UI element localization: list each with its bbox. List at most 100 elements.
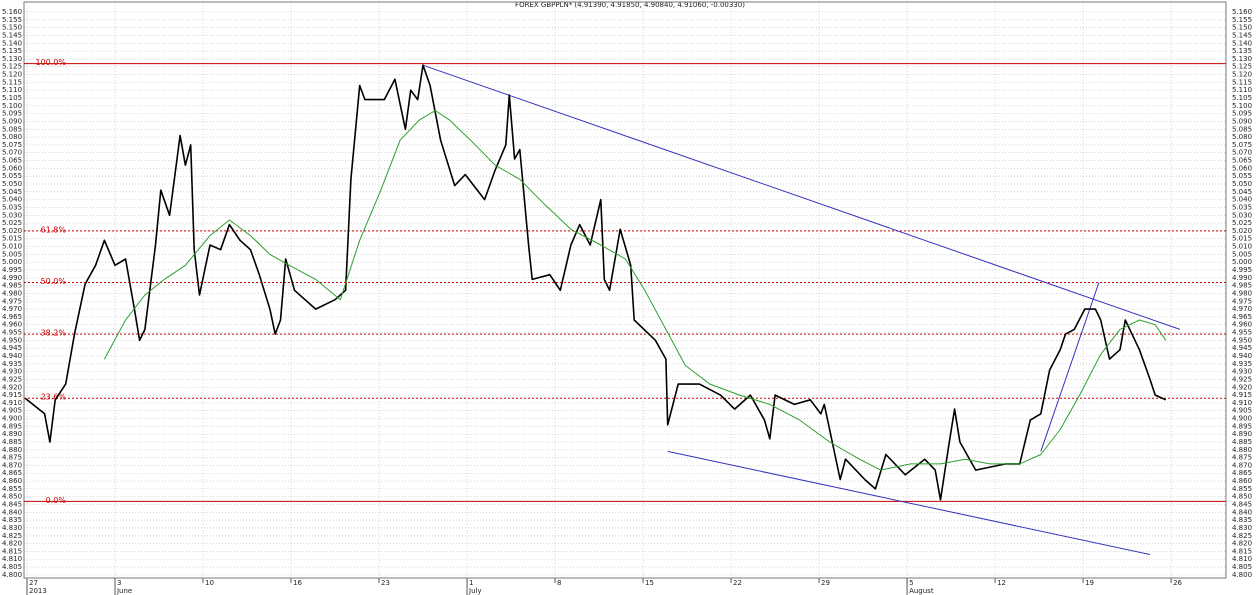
- y-tick-label-right: 4.920: [1232, 383, 1252, 391]
- y-tick-label-right: 4.840: [1232, 508, 1252, 516]
- y-tick-label: 5.140: [2, 39, 22, 47]
- x-tick-label: 5: [909, 579, 913, 587]
- y-tick-label-right: 5.110: [1232, 86, 1252, 94]
- y-tick-label-right: 4.825: [1232, 532, 1252, 540]
- x-tick-label: 23: [381, 579, 390, 587]
- y-tick-label: 5.160: [2, 8, 22, 16]
- y-tick-label: 4.975: [2, 297, 22, 305]
- y-tick-label: 5.060: [2, 164, 22, 172]
- fib-label: 100.0%: [35, 58, 66, 67]
- y-tick-label-right: 5.055: [1232, 172, 1252, 180]
- x-tick-label: 10: [205, 579, 214, 587]
- y-tick-label-right: 4.875: [1232, 454, 1252, 462]
- x-tick-label: 27: [29, 579, 38, 587]
- trend-line: [667, 450, 1151, 555]
- y-tick-label-right: 4.885: [1232, 438, 1252, 446]
- y-tick-label-right: 4.800: [1232, 571, 1252, 579]
- y-tick-label-right: 4.915: [1232, 391, 1252, 399]
- y-tick-label-right: 4.945: [1232, 344, 1252, 352]
- period-label: July: [468, 587, 482, 595]
- y-tick-label-right: 5.075: [1232, 141, 1252, 149]
- y-tick-label-right: 4.995: [1232, 266, 1252, 274]
- x-tick-label: 26: [1173, 579, 1182, 587]
- y-tick-label-right: 4.970: [1232, 305, 1252, 313]
- y-tick-label-right: 4.845: [1232, 501, 1252, 509]
- y-tick-label: 5.085: [2, 125, 22, 133]
- y-tick-label: 5.000: [2, 258, 22, 266]
- y-tick-label: 4.915: [2, 391, 22, 399]
- y-tick-label: 4.985: [2, 282, 22, 290]
- y-tick-label: 5.135: [2, 47, 22, 55]
- y-tick-label: 4.900: [2, 415, 22, 423]
- y-tick-label-right: 4.990: [1232, 274, 1252, 282]
- y-tick-label: 4.810: [2, 555, 22, 563]
- y-tick-label-right: 5.010: [1232, 243, 1252, 251]
- y-tick-label-right: 4.955: [1232, 329, 1252, 337]
- y-tick-label: 4.890: [2, 430, 22, 438]
- y-tick-label-right: 4.805: [1232, 563, 1252, 571]
- y-tick-label-right: 4.890: [1232, 430, 1252, 438]
- y-tick-label: 5.075: [2, 141, 22, 149]
- y-tick-label: 4.820: [2, 540, 22, 548]
- y-tick-label-right: 4.910: [1232, 399, 1252, 407]
- y-tick-label: 4.960: [2, 321, 22, 329]
- y-tick-label: 4.850: [2, 493, 22, 501]
- y-tick-label: 5.130: [2, 55, 22, 63]
- fib-label: 61.8%: [41, 225, 67, 234]
- price-line: [24, 64, 1167, 501]
- x-tick-label: 29: [821, 579, 830, 587]
- y-tick-label: 5.030: [2, 211, 22, 219]
- y-tick-label-right: 4.855: [1232, 485, 1252, 493]
- y-tick-label: 5.115: [2, 78, 22, 86]
- y-tick-label-right: 5.045: [1232, 188, 1252, 196]
- y-tick-label: 4.910: [2, 399, 22, 407]
- y-tick-label-right: 4.975: [1232, 297, 1252, 305]
- y-tick-label-right: 5.060: [1232, 164, 1252, 172]
- y-tick-label-right: 4.940: [1232, 352, 1252, 360]
- y-tick-label-right: 5.155: [1232, 16, 1252, 24]
- y-tick-label: 4.965: [2, 313, 22, 321]
- y-tick-label-right: 4.895: [1232, 422, 1252, 430]
- y-tick-label-right: 5.065: [1232, 157, 1252, 165]
- y-tick-label-right: 4.950: [1232, 336, 1252, 344]
- y-tick-label-right: 5.000: [1232, 258, 1252, 266]
- y-tick-label: 4.800: [2, 571, 22, 579]
- y-tick-label: 4.950: [2, 336, 22, 344]
- x-tick-label: 1: [469, 579, 473, 587]
- y-tick-label: 4.845: [2, 501, 22, 509]
- x-tick-label: 12: [997, 579, 1006, 587]
- y-tick-label: 5.125: [2, 63, 22, 71]
- y-tick-label: 5.020: [2, 227, 22, 235]
- y-tick-label-right: 5.145: [1232, 31, 1252, 39]
- fib-label: 50.0%: [41, 277, 67, 286]
- y-tick-label-right: 5.135: [1232, 47, 1252, 55]
- fib-label: 38.2%: [41, 329, 67, 338]
- y-tick-label-right: 4.830: [1232, 524, 1252, 532]
- y-tick-label: 4.870: [2, 461, 22, 469]
- y-tick-label: 4.905: [2, 407, 22, 415]
- period-label: June: [116, 587, 132, 595]
- y-tick-label-right: 5.015: [1232, 235, 1252, 243]
- y-tick-label-right: 4.860: [1232, 477, 1252, 485]
- y-tick-label-right: 4.820: [1232, 540, 1252, 548]
- y-tick-label: 5.080: [2, 133, 22, 141]
- y-tick-label-right: 5.030: [1232, 211, 1252, 219]
- y-tick-label: 4.815: [2, 547, 22, 555]
- x-tick-label: 19: [1085, 579, 1094, 587]
- x-tick-label: 16: [293, 579, 302, 587]
- y-tick-label-right: 4.880: [1232, 446, 1252, 454]
- y-tick-label-right: 4.935: [1232, 360, 1252, 368]
- y-tick-label-right: 4.810: [1232, 555, 1252, 563]
- y-tick-label-right: 5.085: [1232, 125, 1252, 133]
- y-tick-label: 4.865: [2, 469, 22, 477]
- y-tick-label-right: 5.115: [1232, 78, 1252, 86]
- y-tick-label: 4.875: [2, 454, 22, 462]
- y-tick-label-right: 5.020: [1232, 227, 1252, 235]
- y-tick-label: 4.825: [2, 532, 22, 540]
- y-tick-label: 5.040: [2, 196, 22, 204]
- y-tick-label-right: 5.035: [1232, 203, 1252, 211]
- y-tick-label: 4.920: [2, 383, 22, 391]
- y-tick-label-right: 4.835: [1232, 516, 1252, 524]
